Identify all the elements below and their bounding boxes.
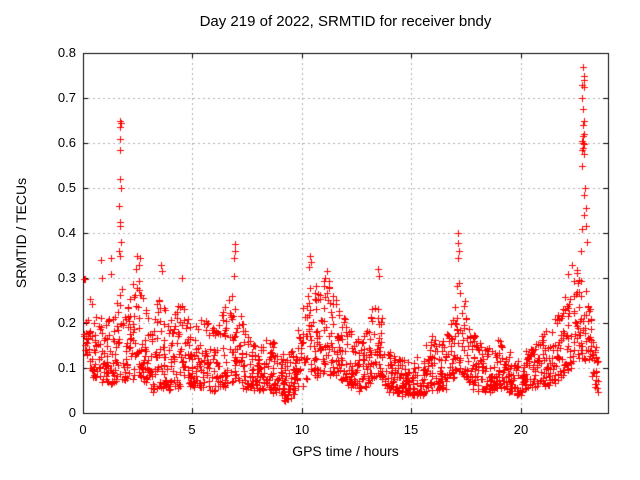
y-tick-label: 0.5	[57, 180, 76, 195]
y-tick-label: 0.4	[57, 225, 76, 240]
y-tick-label: 0.6	[57, 135, 76, 150]
y-tick-label: 0	[68, 405, 76, 420]
y-tick-label: 0.8	[57, 45, 76, 60]
x-tick-label: 20	[513, 422, 529, 437]
x-tick-label: 15	[403, 422, 419, 437]
x-tick-label: 0	[79, 422, 87, 437]
y-tick-label: 0.3	[57, 270, 76, 285]
x-axis-title: GPS time / hours	[292, 443, 399, 459]
y-axis-title: SRMTID / TECUs	[13, 177, 29, 289]
y-tick-label: 0.1	[57, 360, 76, 375]
y-tick-label: 0.7	[57, 90, 76, 105]
y-tick-label: 0.2	[57, 315, 76, 330]
x-tick-label: 10	[294, 422, 310, 437]
x-tick-label: 5	[188, 422, 196, 437]
chart-title: Day 219 of 2022, SRMTID for receiver bnd…	[199, 13, 492, 30]
